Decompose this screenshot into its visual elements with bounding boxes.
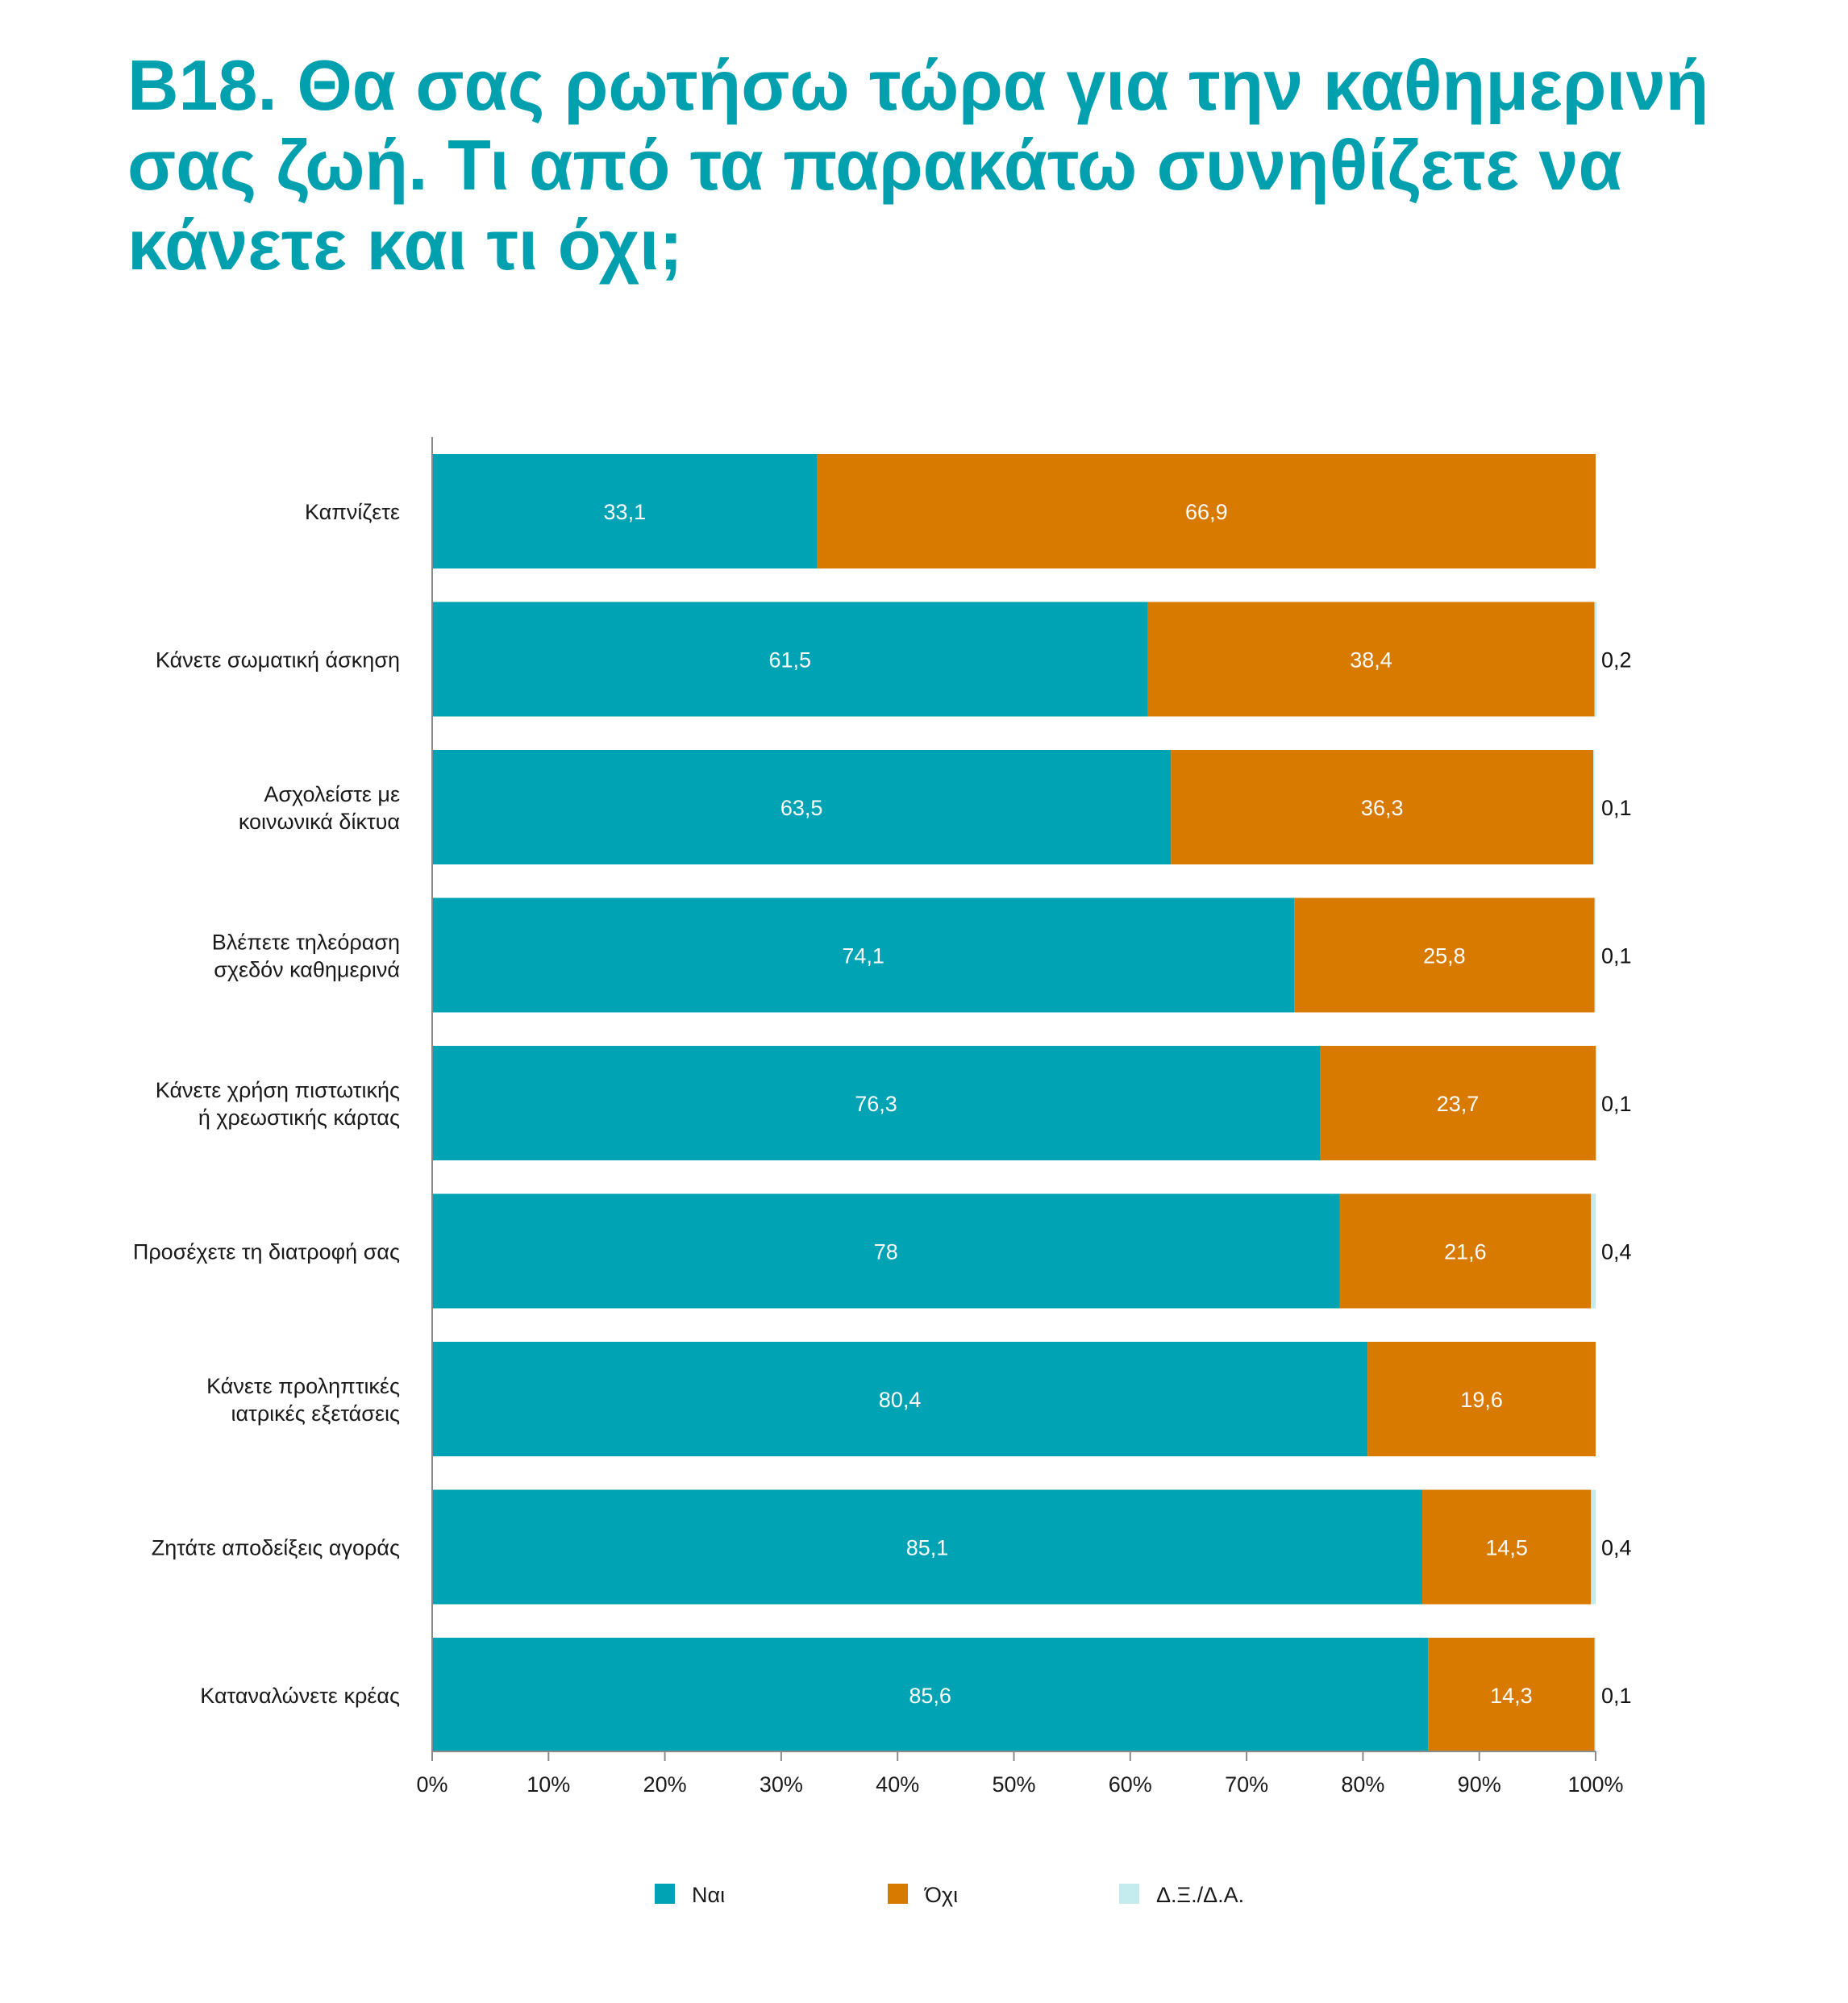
data-label: 36,3 <box>1361 796 1404 820</box>
x-tick-label: 60% <box>1109 1772 1152 1797</box>
legend-label: Δ.Ξ./Δ.Α. <box>1156 1883 1244 1907</box>
category-label: Καταναλώνετε κρέας <box>200 1684 400 1708</box>
labels-layer: 33,1 66,9 Καπνίζετε 61,5 38,4 0,2 Κάνετε σωματ… <box>133 500 1632 1708</box>
bar-segment <box>1367 1342 1596 1456</box>
data-label: 61,5 <box>768 648 811 673</box>
category-label: Ζητάτε αποδείξεις αγοράς <box>152 1536 400 1560</box>
data-label: 66,9 <box>1185 500 1228 524</box>
data-label: 21,6 <box>1444 1240 1487 1264</box>
category-label: ή χρεωστικής κάρτας <box>198 1106 400 1130</box>
data-label: 85,6 <box>909 1684 951 1708</box>
data-label-outside: 0,2 <box>1601 648 1632 673</box>
category-label: Βλέπετε τηλεόραση <box>212 931 400 955</box>
bar-segment <box>432 1489 1422 1605</box>
x-tick-label: 100% <box>1567 1772 1623 1797</box>
bar-segment <box>1596 1046 1597 1160</box>
bar-segment <box>432 602 1148 717</box>
data-label: 38,4 <box>1350 648 1392 673</box>
category-label: Ασχολείστε με <box>264 782 400 806</box>
legend-label: Όχι <box>924 1883 958 1907</box>
x-tick-label: 30% <box>760 1772 803 1797</box>
legend-label: Ναι <box>692 1883 725 1907</box>
bar-segment <box>1320 1046 1596 1160</box>
bar-segment <box>432 1046 1321 1160</box>
data-label: 76,3 <box>855 1092 897 1116</box>
data-label: 23,7 <box>1437 1092 1480 1116</box>
bar-segment <box>1594 602 1597 717</box>
bar-segment <box>1593 750 1595 864</box>
bar-segment <box>817 454 1596 568</box>
category-label: Κάνετε χρήση πιστωτικής <box>156 1078 400 1102</box>
data-label-outside: 0,1 <box>1601 944 1632 968</box>
x-tick-label: 50% <box>992 1772 1035 1797</box>
bar-segment <box>1294 897 1595 1013</box>
data-label: 80,4 <box>879 1388 922 1412</box>
bar-segment <box>1339 1193 1592 1309</box>
data-label-outside: 0,1 <box>1601 1684 1632 1708</box>
data-label-outside: 0,4 <box>1601 1536 1632 1560</box>
x-tick-label: 0% <box>416 1772 447 1797</box>
data-label: 14,5 <box>1485 1536 1528 1560</box>
x-tick-label: 80% <box>1341 1772 1384 1797</box>
bar-segment <box>1594 897 1596 1013</box>
data-label: 78 <box>874 1240 898 1264</box>
legend-swatch <box>1119 1884 1139 1904</box>
category-label: Προσέχετε τη διατροφή σας <box>133 1240 400 1264</box>
x-tick-label: 20% <box>643 1772 687 1797</box>
x-axis: 0% 10% 20% 30% 40% 50% 60% 70% 80% 90% 100% <box>416 437 1624 1797</box>
x-tick-label: 40% <box>876 1772 919 1797</box>
data-label: 19,6 <box>1460 1388 1503 1412</box>
category-label: Κάνετε σωματική άσκηση <box>156 648 400 673</box>
bar-segment <box>1171 750 1594 864</box>
data-label: 14,3 <box>1490 1684 1533 1708</box>
x-tick-label: 70% <box>1225 1772 1268 1797</box>
data-label: 85,1 <box>906 1536 949 1560</box>
bar-segment <box>432 750 1172 864</box>
bar-segment <box>432 1342 1368 1456</box>
data-label: 74,1 <box>842 944 884 968</box>
category-label: σχεδόν καθημερινά <box>214 958 400 982</box>
category-label: ιατρικές εξετάσεις <box>231 1401 400 1426</box>
data-label: 33,1 <box>604 500 647 524</box>
bar-segment <box>1591 1489 1596 1605</box>
data-label: 63,5 <box>780 796 823 820</box>
data-label-outside: 0,1 <box>1601 1092 1632 1116</box>
category-label: Καπνίζετε <box>305 500 400 524</box>
bar-segment <box>432 454 818 568</box>
data-label-outside: 0,1 <box>1601 796 1632 820</box>
bar-segment <box>432 1193 1340 1309</box>
bars-layer <box>432 454 1597 1752</box>
bar-segment <box>1421 1489 1592 1605</box>
page-title: B18. Θα σας ρωτήσω τώρα για την καθημερι… <box>127 45 1709 285</box>
bar-segment <box>432 897 1295 1013</box>
data-label: 25,8 <box>1423 944 1466 968</box>
data-label-outside: 0,4 <box>1601 1240 1632 1264</box>
bar-segment <box>1428 1638 1595 1752</box>
x-tick-label: 10% <box>527 1772 570 1797</box>
bar-segment <box>1591 1193 1596 1309</box>
bar-segment <box>1147 602 1595 717</box>
x-tick-label: 90% <box>1458 1772 1501 1797</box>
category-label: Κάνετε προληπτικές <box>206 1374 400 1398</box>
bar-segment <box>1594 1638 1596 1752</box>
legend-swatch <box>655 1884 675 1904</box>
bar-segment <box>432 1638 1429 1752</box>
legend: Ναι Όχι Δ.Ξ./Δ.Α. <box>655 1883 1244 1907</box>
category-label: κοινωνικά δίκτυα <box>239 810 400 834</box>
legend-swatch <box>888 1884 908 1904</box>
